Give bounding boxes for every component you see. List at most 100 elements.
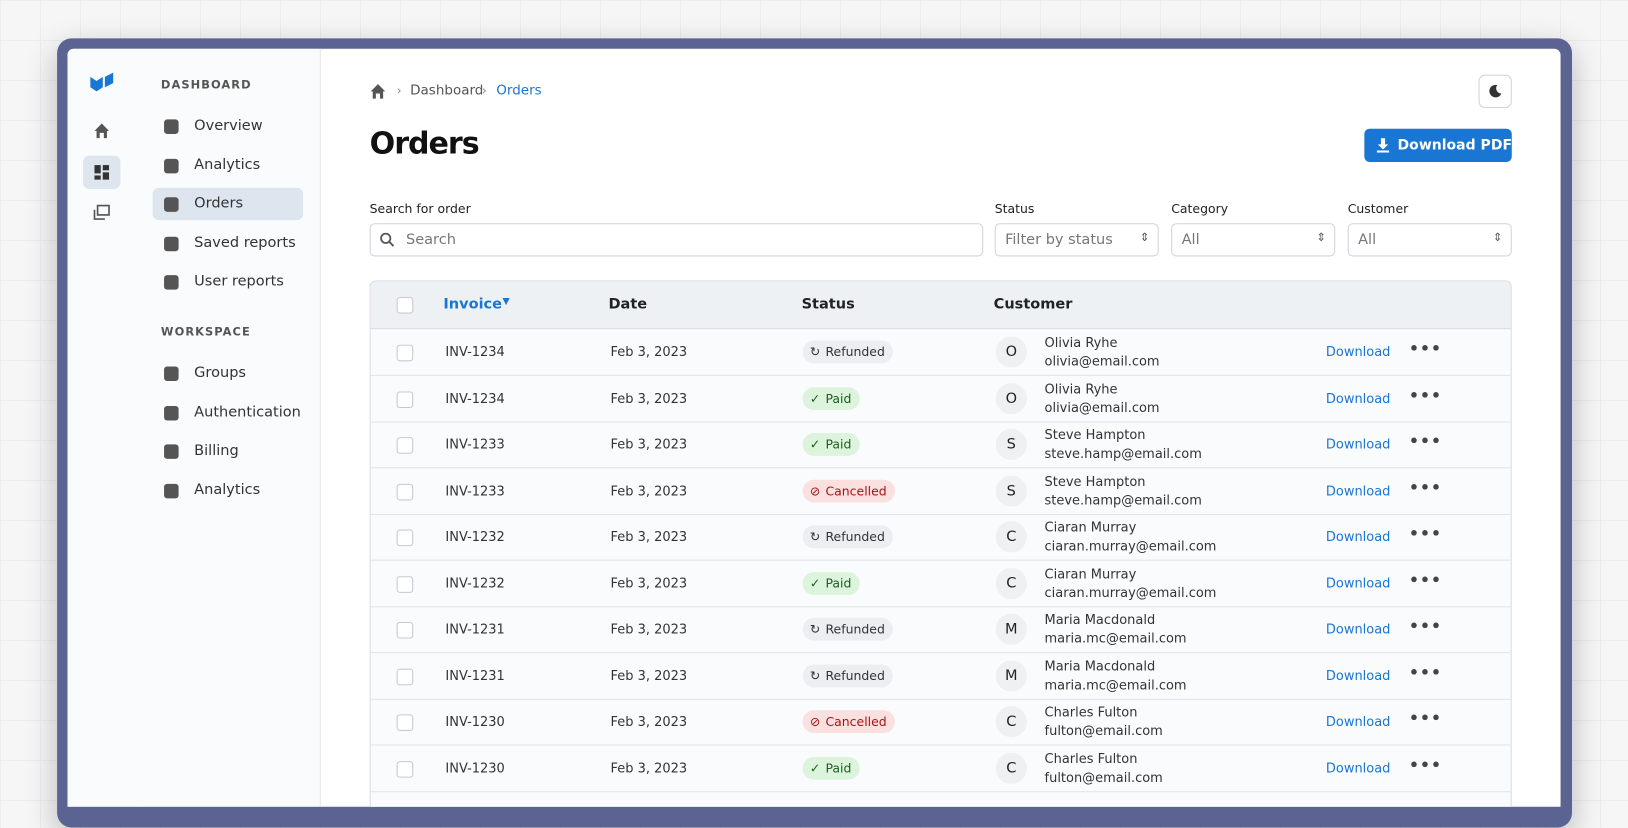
status-icon: ↻: [809, 668, 821, 683]
table-row: INV-1232 Feb 3, 2023 Refunded ↻ C Ciaran Murr…: [370, 514, 1511, 561]
row-checkbox[interactable]: [396, 390, 414, 408]
column-header[interactable]: Invoice: [443, 295, 503, 313]
nav-item[interactable]: User reports: [194, 273, 284, 291]
icon-rail: [67, 48, 138, 807]
invoice: INV-1230: [445, 759, 505, 776]
pages-icon[interactable]: [93, 204, 110, 222]
arrows: ⇕: [1316, 230, 1326, 245]
download-link[interactable]: Download: [1325, 482, 1391, 498]
orders-table: Invoice Date Status Customer ▼ INV-1234 Feb 3,…: [369, 280, 1512, 807]
nav-icon: [164, 275, 179, 291]
download-link[interactable]: Download: [1325, 713, 1391, 729]
nav-item[interactable]: Orders: [194, 195, 244, 213]
download-link[interactable]: Download: [1325, 528, 1391, 545]
row-checkbox[interactable]: [396, 760, 414, 778]
column-header[interactable]: Customer: [993, 295, 1073, 313]
table-row: INV-1232 Feb 3, 2023 Paid ✓ C Ciaran Murray ci…: [370, 560, 1511, 607]
filter-label: Customer: [1347, 201, 1409, 216]
nav-item[interactable]: Saved reports: [194, 234, 296, 252]
avatar: C: [995, 521, 1027, 553]
more-menu[interactable]: •••: [1408, 431, 1442, 451]
column-header[interactable]: Status: [801, 295, 855, 313]
status-chip: Cancelled ⊘: [802, 479, 896, 503]
invoice: INV-1232: [445, 574, 505, 591]
row-checkbox[interactable]: [396, 344, 414, 362]
more-menu[interactable]: •••: [1408, 616, 1442, 636]
nav-item[interactable]: Overview: [194, 117, 263, 134]
column-header[interactable]: Date: [608, 295, 648, 313]
select-all[interactable]: [396, 296, 414, 314]
row-checkbox[interactable]: [396, 483, 414, 500]
date: Feb 3, 2023: [610, 620, 688, 637]
nav-icon: [164, 236, 179, 252]
rail-active[interactable]: [83, 155, 121, 189]
download-link[interactable]: Download: [1325, 759, 1391, 776]
row-checkbox[interactable]: [396, 668, 414, 685]
customer-email: steve.hamp@email.com: [1044, 491, 1202, 508]
table-row: INV-1230 Feb 3, 2023 Cancelled ⊘ C Charles Fu…: [370, 699, 1511, 746]
date: Feb 3, 2023: [610, 759, 688, 776]
category-select[interactable]: All ⇕: [1171, 223, 1336, 257]
section-title: WORKSPACE: [160, 324, 251, 339]
customer-email: olivia@email.com: [1044, 353, 1160, 369]
home-icon[interactable]: [93, 123, 110, 140]
search-input[interactable]: Search: [369, 223, 984, 257]
nav-item[interactable]: Billing: [194, 442, 239, 460]
download-link[interactable]: Download: [1325, 389, 1391, 406]
download-pdf-button[interactable]: Download PDF: [1364, 128, 1513, 162]
nav-icon: [164, 158, 179, 173]
more-menu[interactable]: •••: [1408, 570, 1442, 590]
logo: [90, 72, 114, 92]
breadcrumb-sep: ›: [396, 83, 402, 98]
nav-item[interactable]: Analytics: [194, 481, 261, 499]
more-menu[interactable]: •••: [1408, 339, 1442, 359]
row-checkbox[interactable]: [396, 575, 414, 593]
nav-item[interactable]: Analytics: [194, 156, 261, 173]
avatar: S: [995, 475, 1027, 507]
table-row: INV-1231 Feb 3, 2023 Refunded ↻ M Maria Macdo…: [370, 606, 1511, 654]
row-checkbox[interactable]: [396, 621, 414, 639]
breadcrumb-home[interactable]: [370, 83, 387, 100]
customer-email: maria.mc@email.com: [1044, 676, 1187, 693]
more-menu[interactable]: •••: [1408, 524, 1442, 544]
download-link[interactable]: Download: [1325, 620, 1391, 637]
breadcrumb-sep: ›: [481, 83, 487, 98]
more-menu[interactable]: •••: [1408, 709, 1442, 728]
invoice: INV-1231: [445, 667, 505, 683]
dashboard-icon[interactable]: [93, 164, 110, 181]
status-icon: ↻: [809, 529, 821, 545]
more-menu[interactable]: •••: [1408, 385, 1442, 405]
customer-select[interactable]: All ⇕: [1347, 223, 1512, 257]
invoice: INV-1234: [445, 389, 505, 406]
row-checkbox[interactable]: [396, 529, 414, 547]
customer-name: Steve Hampton: [1044, 426, 1146, 443]
nav-item[interactable]: Authentication: [194, 403, 301, 421]
more-menu[interactable]: •••: [1408, 478, 1442, 497]
table-row: INV-1233 Feb 3, 2023 Cancelled ⊘ S Steve Hamp…: [370, 468, 1511, 515]
row-checkbox[interactable]: [396, 714, 414, 731]
theme-toggle[interactable]: [1478, 74, 1512, 108]
select-value: All: [1181, 231, 1200, 249]
row-checkbox[interactable]: [396, 437, 414, 454]
breadcrumb-item[interactable]: Dashboard: [410, 83, 484, 99]
more-menu[interactable]: •••: [1408, 755, 1442, 775]
download-link[interactable]: Download: [1325, 574, 1391, 591]
table-row: INV-1233 Feb 3, 2023 Paid ✓ S Steve Hampton st…: [370, 422, 1511, 469]
download-link[interactable]: Download: [1325, 436, 1391, 452]
invoice: INV-1232: [445, 528, 505, 545]
button-label: Download PDF: [1397, 137, 1513, 154]
download-link[interactable]: Download: [1325, 343, 1391, 360]
more-menu[interactable]: •••: [1408, 662, 1442, 682]
status-chip: Refunded ↻: [802, 525, 894, 549]
date: Feb 3, 2023: [610, 389, 688, 406]
avatar: M: [995, 613, 1027, 645]
status-chip: Paid ✓: [802, 756, 860, 780]
invoice: INV-1233: [445, 436, 505, 452]
table-header: [370, 281, 1511, 330]
download-link[interactable]: Download: [1325, 667, 1391, 683]
customer-email: maria.mc@email.com: [1044, 630, 1187, 646]
status-select[interactable]: Filter by status ⇕: [994, 223, 1159, 257]
nav-item[interactable]: Groups: [194, 364, 246, 382]
breadcrumb-item[interactable]: Orders: [496, 83, 542, 99]
